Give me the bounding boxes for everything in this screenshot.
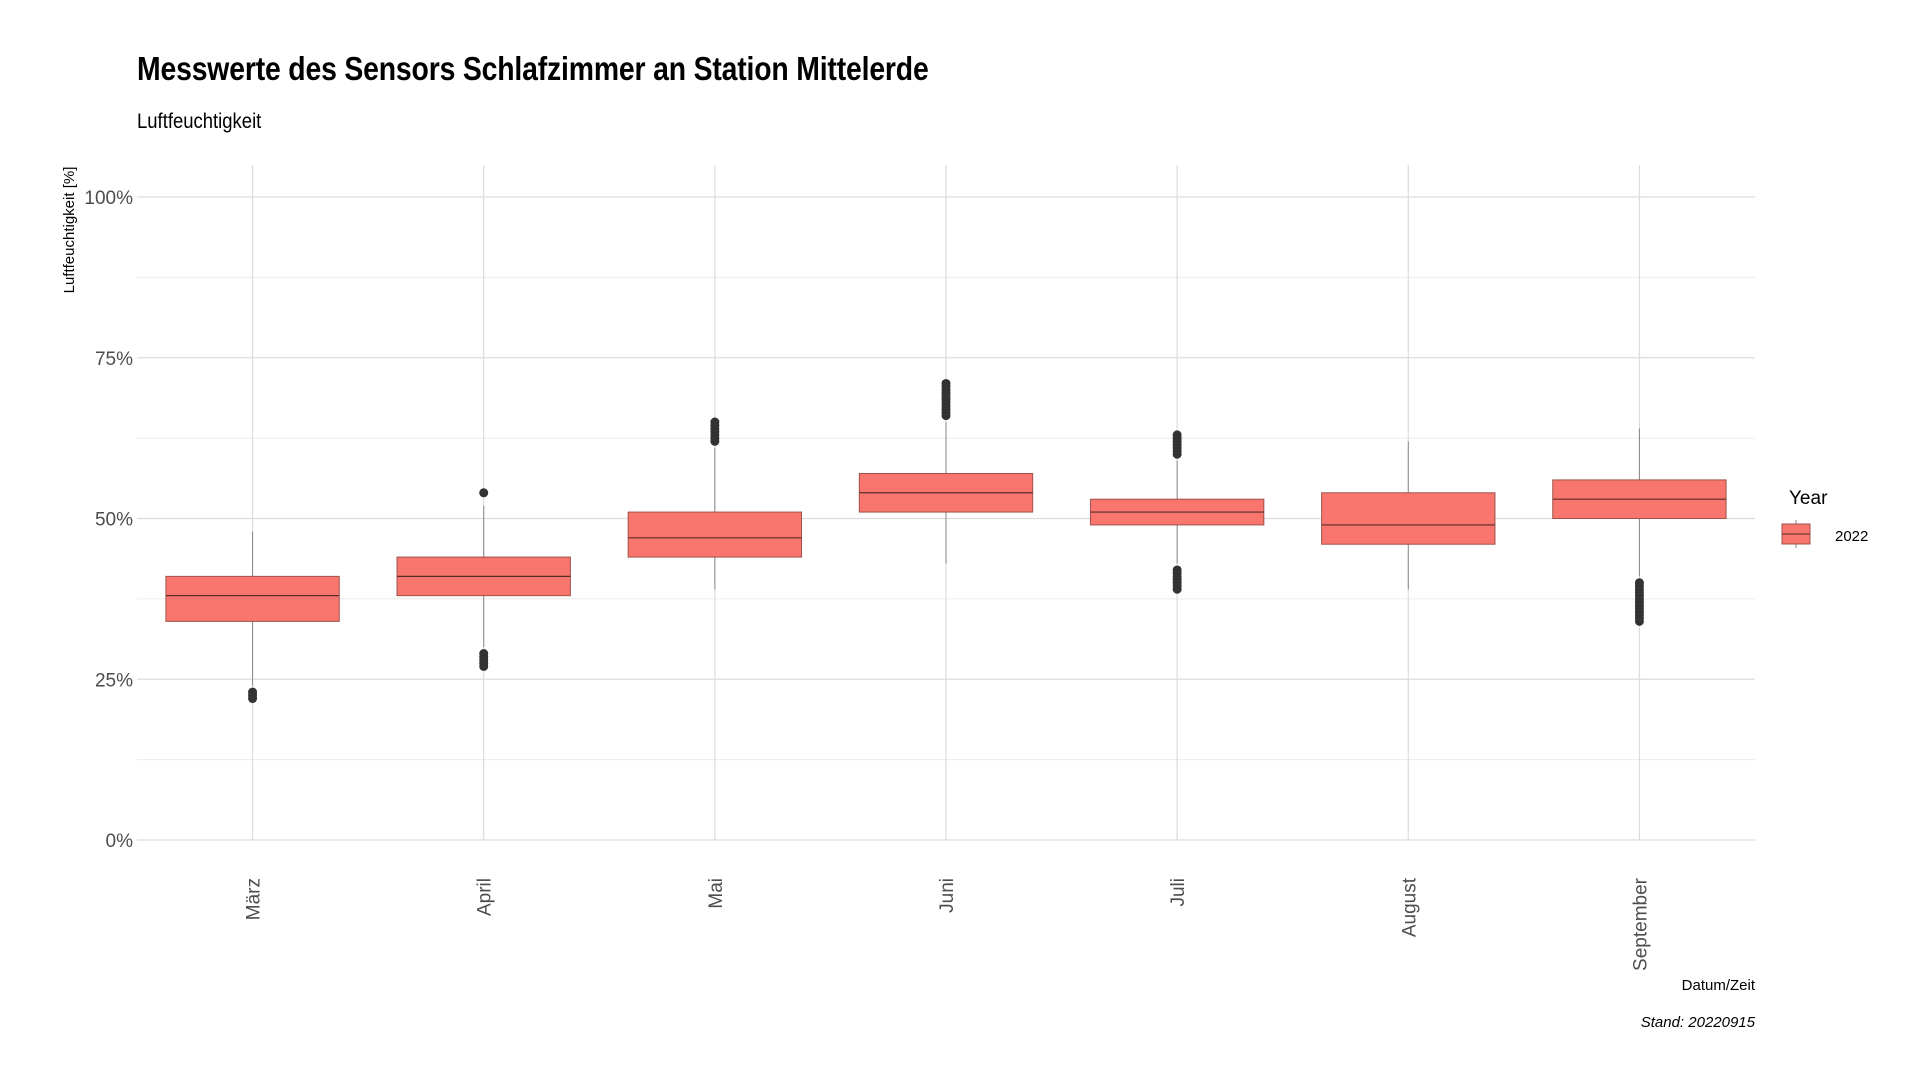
legend: Year 2022 [1781, 488, 1868, 548]
outlier-point [1172, 430, 1182, 440]
y-tick-label: 100% [84, 188, 133, 209]
box-iqr [627, 511, 803, 558]
chart-title: Messwerte des Sensors Schlafzimmer an St… [137, 50, 929, 87]
y-tick-label: 75% [95, 349, 133, 370]
x-tick-label: März [244, 878, 265, 920]
box-iqr [165, 575, 340, 622]
outlier-point [941, 378, 951, 388]
outlier-point [248, 687, 258, 697]
boxplot-juli [1089, 430, 1265, 594]
boxplot-mai [627, 417, 803, 590]
y-tick-label: 25% [95, 670, 133, 691]
box-iqr [1321, 492, 1496, 545]
outlier-point [1172, 565, 1182, 575]
x-tick-label: April [475, 878, 496, 916]
chart-subtitle: Luftfeuchtigkeit [137, 110, 262, 133]
x-tick-label: Juni [937, 878, 958, 913]
legend-title: Year [1789, 488, 1828, 509]
outlier-point [1634, 578, 1644, 588]
outlier-point [479, 649, 489, 659]
x-tick-label: Juli [1168, 878, 1189, 907]
boxplot-m-rz [165, 531, 340, 704]
y-axis-title: Luftfeuchtigkeit [%] [61, 167, 78, 294]
x-tick-label: Mai [706, 878, 727, 909]
boxplot-august [1321, 441, 1496, 590]
x-axis-title: Datum/Zeit [1682, 977, 1756, 994]
boxplot-juni [858, 378, 1034, 564]
x-tick-label: August [1399, 877, 1420, 937]
boxplot-september [1552, 428, 1727, 626]
outlier-point [710, 417, 720, 427]
x-tick-label: September [1630, 877, 1651, 971]
legend-key-2022 [1781, 520, 1811, 548]
y-tick-label: 0% [106, 831, 134, 852]
y-tick-label: 50% [95, 510, 133, 531]
legend-label-2022: 2022 [1835, 528, 1868, 545]
boxplot-april [396, 488, 571, 671]
y-axis-tick-labels: 0% 25% 50% 75% 100% [84, 188, 133, 852]
outlier-point [479, 488, 489, 498]
boxplot-series [165, 378, 1727, 704]
chart-caption: Stand: 20220915 [1641, 1014, 1756, 1031]
x-axis-tick-labels: März April Mai Juni Juli August September [244, 877, 1652, 971]
